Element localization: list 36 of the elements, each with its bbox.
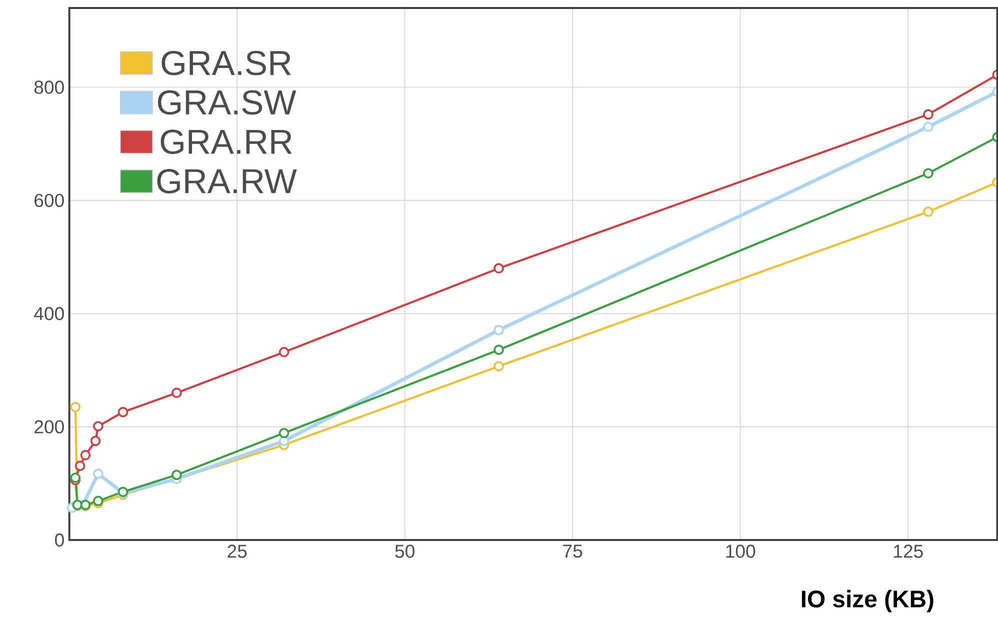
- legend-label: GRA.SR: [162, 50, 291, 76]
- legend-label: GRA.SW: [158, 90, 296, 115]
- y-tick-label: 400: [34, 307, 64, 320]
- point: [93, 468, 104, 479]
- y-tick-label: 0: [55, 533, 64, 547]
- point: [494, 324, 504, 336]
- point: [172, 388, 182, 398]
- point: [494, 344, 504, 356]
- y-tick-label: 600: [34, 194, 64, 208]
- point: [90, 436, 101, 446]
- y-tick-label: 200: [34, 420, 64, 434]
- point: [923, 168, 934, 178]
- x-tick-label: 25: [228, 544, 247, 558]
- point: [923, 109, 934, 120]
- y-tick-label: 800: [34, 80, 64, 94]
- x-tick-label: 100: [726, 544, 756, 558]
- point: [118, 406, 128, 418]
- x-axis-title: IO size (KB): [802, 590, 934, 612]
- point: [93, 421, 104, 432]
- point: [923, 206, 934, 217]
- point: [923, 122, 934, 132]
- point: [70, 402, 81, 412]
- point: [494, 361, 504, 372]
- x-tick-label: 75: [563, 544, 582, 558]
- point: [93, 496, 104, 506]
- legend-label: GRA.RW: [157, 168, 297, 194]
- point: [80, 450, 91, 460]
- x-tick-label: 125: [894, 544, 923, 558]
- point: [172, 470, 182, 480]
- point: [278, 428, 290, 438]
- x-tick-label: 50: [395, 544, 414, 558]
- point: [70, 472, 81, 483]
- point: [278, 346, 290, 358]
- legend-label: GRA.RR: [160, 130, 292, 154]
- point: [494, 263, 504, 274]
- point: [74, 460, 86, 472]
